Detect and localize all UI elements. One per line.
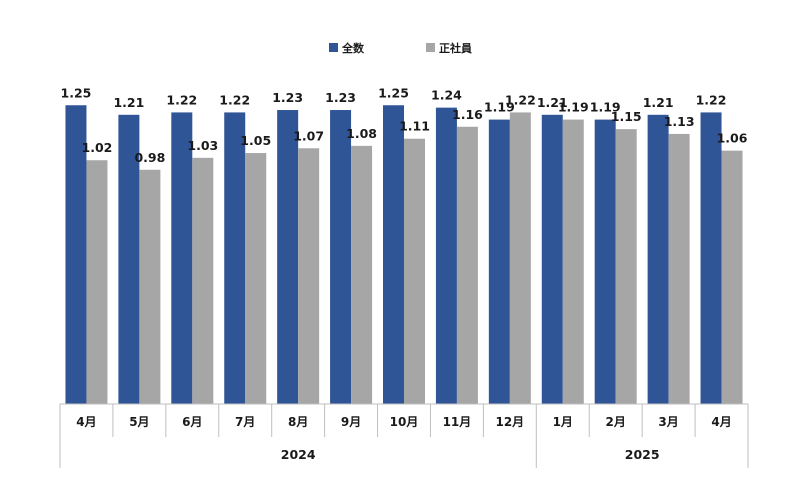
value-label: 1.07 [293, 128, 324, 143]
tick-label: 11月 [443, 415, 472, 429]
bar-total-1 [118, 114, 140, 404]
value-label: 1.22 [166, 92, 197, 107]
year-label: 2025 [625, 447, 660, 462]
value-label: 1.13 [664, 114, 695, 129]
value-label: 1.08 [346, 126, 377, 141]
value-label: 1.02 [82, 140, 113, 155]
bar-regular-0 [86, 160, 108, 404]
value-label: 1.25 [378, 85, 409, 100]
bar-total-7 [435, 107, 457, 404]
value-label: 1.21 [537, 95, 568, 110]
bar-regular-8 [509, 112, 531, 405]
value-label: 1.06 [717, 131, 748, 146]
tick-label: 4月 [76, 415, 96, 429]
value-label: 1.25 [61, 85, 92, 100]
value-label: 1.24 [431, 88, 462, 103]
value-label: 1.22 [505, 92, 536, 107]
tick-label: 10月 [390, 415, 419, 429]
value-label: 1.19 [558, 100, 589, 115]
x-axis: 4月 5月 6月 7月 8月 9月 10月 11月 12月 1月 2月 3月 4月 2024 2025 [59, 403, 749, 468]
bar-total-3 [224, 112, 246, 405]
bar-total-10 [594, 119, 616, 404]
bar-total-12 [700, 112, 722, 405]
bar-total-5 [330, 110, 352, 404]
tick-label: 4月 [711, 415, 731, 429]
bars [65, 105, 743, 405]
value-label: 1.19 [484, 100, 515, 115]
bar-regular-2 [192, 157, 214, 404]
year-label: 2024 [281, 447, 316, 462]
tick-label: 12月 [495, 415, 524, 429]
value-label: 1.19 [590, 100, 621, 115]
value-label: 1.21 [643, 95, 674, 110]
value-label: 1.23 [325, 90, 356, 105]
bar-regular-10 [615, 129, 637, 404]
tick-label: 8月 [288, 415, 308, 429]
bar-regular-6 [404, 138, 425, 404]
value-label: 1.21 [113, 95, 144, 110]
bar-regular-3 [245, 153, 267, 404]
bar-regular-9 [562, 119, 584, 404]
value-label: 0.98 [134, 150, 165, 165]
legend: 全数 正社員 [329, 41, 472, 55]
value-label: 1.15 [611, 109, 642, 124]
tick-label: 2月 [606, 415, 626, 429]
value-label: 1.22 [219, 92, 250, 107]
value-labels: 1.251.21 1.22 1.22 1.23 1.23 1.25 1.241.19 1.21… [61, 85, 748, 165]
bar-regular-1 [139, 169, 161, 404]
tick-label: 9月 [341, 415, 361, 429]
legend-label: 全数 [341, 41, 365, 55]
bar-regular-12 [721, 150, 743, 404]
value-label: 1.03 [187, 138, 218, 153]
tick-label: 7月 [235, 415, 255, 429]
bar-total-6 [383, 105, 404, 404]
tick-label: 3月 [658, 415, 678, 429]
bar-total-4 [277, 110, 299, 404]
bar-regular-5 [351, 145, 373, 404]
bar-regular-11 [668, 133, 690, 404]
tick-label: 5月 [129, 415, 149, 429]
legend-label: 正社員 [439, 41, 472, 55]
legend-swatch [426, 43, 435, 52]
bar-regular-4 [298, 148, 320, 404]
bar-total-0 [65, 105, 87, 404]
tick-label: 6月 [182, 415, 202, 429]
value-label: 1.11 [399, 119, 430, 134]
value-label: 1.05 [240, 133, 271, 148]
value-label: 1.16 [452, 107, 483, 122]
bar-total-11 [647, 114, 669, 404]
value-label: 1.23 [272, 90, 303, 105]
bar-total-2 [171, 112, 193, 405]
bar-total-9 [541, 114, 563, 404]
tick-label: 1月 [553, 415, 573, 429]
legend-swatch [329, 43, 338, 52]
bar-regular-7 [456, 126, 478, 404]
value-label: 1.22 [696, 92, 727, 107]
bar-total-8 [488, 119, 510, 404]
